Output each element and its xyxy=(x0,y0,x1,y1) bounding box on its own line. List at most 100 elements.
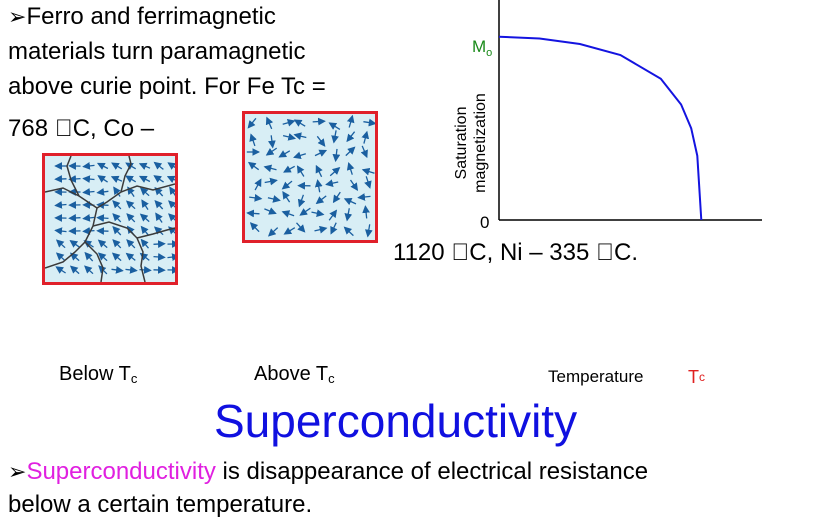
below-tc-label: Below Tc xyxy=(59,363,137,386)
spin-arrow xyxy=(361,130,370,144)
bullet-icon-2: ➢ xyxy=(8,460,27,485)
y-zero-label: 0 xyxy=(480,213,489,232)
paragraph2-line-2: below a certain temperature. xyxy=(8,491,313,518)
bullet-icon: ➢ xyxy=(8,5,27,30)
spin-arrow xyxy=(112,226,122,236)
spin-arrow xyxy=(364,176,372,189)
spin-arrow xyxy=(328,122,341,130)
spin-arrow xyxy=(296,165,305,177)
spin-arrow xyxy=(332,191,341,204)
spin-arrow xyxy=(139,187,150,197)
paragraph-line-3: above curie point. For Fe Tc = xyxy=(8,73,326,100)
spin-arrow xyxy=(249,133,257,147)
paragraph-line-5: 1120 C, Ni – 335 C. xyxy=(393,239,638,266)
spin-arrow xyxy=(328,209,338,221)
spin-arrow xyxy=(125,200,136,210)
magnetization-chart: Mo 0 Saturation magnetization xyxy=(453,0,762,232)
spin-arrow xyxy=(282,133,297,141)
spin-arrow xyxy=(110,175,123,183)
spin-arrow xyxy=(296,222,306,233)
spin-arrow xyxy=(282,118,296,127)
spin-arrow xyxy=(96,214,109,222)
spin-arrow xyxy=(254,178,262,191)
below-label-sub: c xyxy=(130,371,138,386)
spin-arrow xyxy=(264,177,278,186)
spin-arrow xyxy=(265,147,278,156)
spin-arrow xyxy=(293,132,307,141)
spin-arrow xyxy=(360,145,368,159)
spin-arrow xyxy=(249,222,260,233)
spin-arrow xyxy=(364,224,373,238)
spin-arrow xyxy=(283,227,296,235)
spin-arrow xyxy=(278,150,291,158)
spin-arrow xyxy=(283,165,296,173)
spin-arrow xyxy=(281,210,295,218)
spin-arrow xyxy=(96,187,109,196)
spin-arrow xyxy=(316,135,326,147)
spin-arrow xyxy=(54,227,67,235)
spin-arrow xyxy=(267,195,281,203)
spin-arrow xyxy=(69,265,80,275)
spin-arrow xyxy=(282,191,291,203)
spin-arrow xyxy=(125,266,138,274)
spin-arrow xyxy=(314,179,323,193)
ylabel-line-2: magnetization xyxy=(472,93,489,193)
spin-arrow xyxy=(268,135,276,149)
magnetization-curve xyxy=(498,35,703,221)
spin-arrow xyxy=(82,175,95,183)
spin-arrow xyxy=(330,222,338,235)
spin-arrow xyxy=(325,179,339,187)
spin-arrow xyxy=(346,114,355,128)
spin-arrow xyxy=(343,226,354,237)
spin-arrow xyxy=(138,175,151,183)
spin-arrow xyxy=(168,213,178,223)
spin-arrow xyxy=(54,201,67,209)
spin-arrow xyxy=(111,252,122,262)
spin-arrow xyxy=(314,149,328,157)
spin-arrow xyxy=(68,214,81,222)
spin-arrow xyxy=(264,207,277,215)
spin-arrow xyxy=(69,240,80,248)
paragraph-line-1: ➢Ferro and ferrimagnetic xyxy=(8,0,276,35)
above-label-text: Above T xyxy=(254,363,329,385)
spin-arrow xyxy=(293,119,306,127)
spin-arrow xyxy=(312,117,326,126)
spin-arrow xyxy=(331,130,339,144)
spin-arrow xyxy=(153,253,166,261)
spin-arrow xyxy=(141,199,149,210)
spin-arrow xyxy=(125,175,137,183)
paragraph2-rest: is disappearance of electrical resistanc… xyxy=(215,458,649,485)
spin-arrow xyxy=(153,240,166,248)
spin-arrow xyxy=(153,161,164,170)
spin-arrow xyxy=(112,239,122,249)
spin-arrow xyxy=(111,162,123,170)
spin-arrow xyxy=(247,117,257,129)
spin-arrow xyxy=(97,175,108,183)
paragraph-line-2: materials turn paramagnetic xyxy=(8,38,306,65)
above-tc-label: Above Tc xyxy=(254,363,335,386)
spin-arrow xyxy=(96,162,109,170)
spin-arrow xyxy=(97,252,108,262)
highlighted-term: Superconductivity xyxy=(26,458,216,485)
tc-label-sub: c xyxy=(699,370,705,384)
spin-arrow xyxy=(362,205,370,219)
spin-arrow xyxy=(167,162,178,170)
random-spins-drawing xyxy=(246,114,377,238)
spin-arrow xyxy=(167,253,180,261)
mo-label: Mo xyxy=(472,37,492,59)
spin-arrow xyxy=(281,180,293,190)
spin-arrow xyxy=(311,209,325,218)
spin-arrow xyxy=(112,200,122,210)
spin-arrow xyxy=(126,213,136,223)
spin-arrow xyxy=(344,208,353,222)
spin-arrow xyxy=(82,188,95,196)
spin-arrow xyxy=(97,239,108,249)
spin-arrow xyxy=(361,167,375,176)
above-label-sub: c xyxy=(328,371,335,386)
spin-arrow xyxy=(55,239,66,249)
ylabel-line-1: Saturation xyxy=(453,107,470,180)
spin-arrow xyxy=(113,186,121,197)
below-label-text: Below T xyxy=(59,363,131,385)
spin-arrow xyxy=(267,227,279,237)
spin-arrow xyxy=(112,213,122,223)
